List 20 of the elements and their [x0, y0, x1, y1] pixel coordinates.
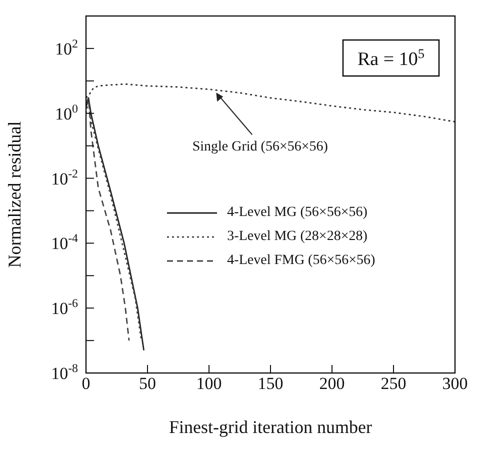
- legend-label: 4-Level MG (56×56×56): [227, 204, 368, 222]
- y-tick-label: 10$^{-8}$: [51, 361, 78, 383]
- y-axis-title: Normalized residual: [4, 121, 24, 268]
- y-tick-label: 10$^{-4}$: [51, 231, 78, 254]
- x-tick-label: 150: [258, 374, 284, 394]
- x-axis-title: Finest-grid iteration number: [169, 417, 372, 437]
- x-tick-label: 50: [139, 374, 156, 394]
- annotation: Ra = 10$^{5}$: [358, 46, 425, 70]
- x-tick-label: 0: [82, 374, 90, 394]
- y-tick-label: 10$^{2}$: [55, 36, 78, 58]
- y-tick-label: 10$^{-2}$: [51, 166, 78, 188]
- annotation: Single Grid (56×56×56): [192, 140, 328, 155]
- y-tick-label: 10$^{0}$: [55, 101, 78, 124]
- legend-label: 3-Level MG (28×28×28): [227, 228, 368, 246]
- x-tick-label: 300: [442, 374, 468, 394]
- x-tick-label: 100: [196, 374, 222, 394]
- legend-label: 4-Level FMG (56×56×56): [227, 252, 376, 270]
- x-tick-label: 200: [319, 374, 345, 394]
- y-tick-label: 10$^{-6}$: [51, 296, 78, 318]
- x-tick-label: 250: [380, 374, 406, 394]
